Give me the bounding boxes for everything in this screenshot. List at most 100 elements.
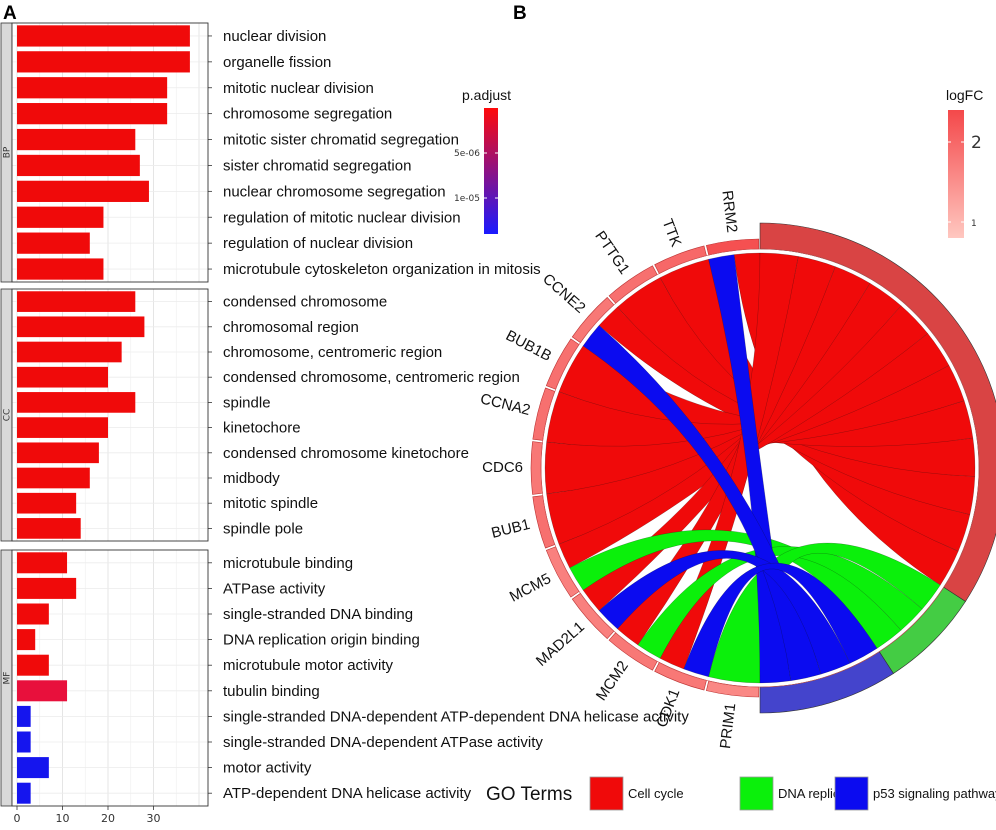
logfc-colorbar	[948, 110, 964, 238]
facet-mf-term-label: tubulin binding	[223, 683, 320, 700]
facet-cc-bar-kinetochore	[17, 417, 108, 438]
logfc-legend: logFC 21	[946, 87, 983, 238]
x-axis-tick-label: 0	[14, 812, 21, 825]
facet-mf-bar-microtubule-binding	[17, 552, 68, 574]
facet-bp-strip-label: BP	[3, 146, 13, 158]
facet-mf-bar-single-stranded-dna-dependent-atp-dependent-dna-helicase-activity	[17, 705, 31, 727]
facet-mf-bar-tubulin-binding	[17, 680, 68, 702]
gene-label-cdc6: CDC6	[482, 459, 523, 476]
panel-a-bar-chart: BP nuclear division organelle fission mitot…	[0, 22, 689, 825]
ring-inner-outline	[540, 248, 980, 688]
facet-cc-term-label: mitotic spindle	[223, 495, 318, 512]
facet-cc-term-label: condensed chromosome kinetochore	[223, 445, 469, 462]
p-adjust-tick-label: 1e-05	[454, 194, 480, 204]
panel-b-letter: B	[513, 3, 527, 24]
facet-bp-panel-border	[11, 22, 209, 283]
go-terms-legend: GO Terms Cell cycle DNA replication p53 si…	[486, 776, 996, 811]
facet-bp-bar-nuclear-chromosome-segregation	[17, 180, 149, 202]
facet-mf-bar-atp-dependent-dna-helicase-activity	[17, 782, 31, 804]
gene-label-bub1: BUB1	[490, 516, 532, 542]
facet-bp-term-label: nuclear division	[223, 28, 326, 45]
gene-label-rrm2: RRM2	[718, 189, 740, 233]
logfc-legend-title: logFC	[946, 87, 983, 103]
facet-cc-term-label: condensed chromosome, centromeric region	[223, 369, 520, 386]
gene-sector-prim1	[706, 680, 760, 698]
facet-bp-term-label: nuclear chromosome segregation	[223, 183, 446, 200]
chord-ribbons	[544, 252, 976, 684]
p-adjust-legend-title: p.adjust	[462, 87, 511, 103]
facet-mf-term-label: single-stranded DNA binding	[223, 606, 413, 623]
go-legend-swatch-p53-signaling-pathway	[834, 776, 869, 811]
p-adjust-legend: p.adjust 5e-06 1e-05	[454, 87, 511, 234]
facet-bp-term-label: microtubule cytoskeleton organization in…	[223, 261, 541, 278]
go-legend-swatch-cell-cycle	[589, 776, 624, 811]
gene-label-prim1: PRIM1	[717, 702, 739, 750]
facet-mf-term-label: microtubule binding	[223, 555, 353, 572]
gene-label-pttg1: PTTG1	[591, 228, 632, 277]
facet-mf-bar-atpase-activity	[17, 577, 77, 599]
gene-label-mad2l1: MAD2L1	[533, 618, 588, 669]
logfc-ticks: 21	[948, 133, 982, 229]
facet-cc-term-label: spindle	[223, 394, 271, 411]
facet-cc-bar-chromosome-centromeric-region	[17, 341, 122, 363]
facet-cc-term-label: kinetochore	[223, 420, 301, 437]
facet-bp-term-label: regulation of mitotic nuclear division	[223, 209, 461, 226]
facet-bp-term-label: mitotic nuclear division	[223, 80, 374, 97]
facet-cc-strip-label: CC	[3, 409, 13, 422]
facet-bp-term-label: organelle fission	[223, 54, 331, 71]
go-terms-legend-title: GO Terms	[486, 784, 572, 805]
chord-ring	[530, 222, 996, 714]
facet-cc-bar-spindle-pole	[17, 518, 81, 539]
facet-cc-bar-chromosomal-region	[17, 316, 145, 338]
facet-bp-bar-nuclear-division	[17, 25, 190, 47]
facet-mf-term-label: single-stranded DNA-dependent ATPase act…	[223, 734, 543, 751]
facet-bp-term-label: chromosome segregation	[223, 106, 392, 123]
facet-bp-bar-regulation-of-nuclear-division	[17, 232, 90, 254]
gene-label-bub1b: BUB1B	[503, 327, 554, 365]
facet-cc-term-label: chromosomal region	[223, 319, 359, 336]
facet-mf-bar-microtubule-motor-activity	[17, 654, 49, 676]
go-legend-swatch-dna-replication	[739, 776, 774, 811]
facet-bp-term-label: regulation of nuclear division	[223, 235, 413, 252]
facet-mf-panel-border	[11, 549, 209, 807]
facet-mf-bar-single-stranded-dna-dependent-atpase-activity	[17, 731, 31, 753]
facet-bp-bar-sister-chromatid-segregation	[17, 154, 140, 177]
x-axis-tick-label: 30	[147, 812, 161, 825]
facet-cc-bar-condensed-chromosome-kinetochore	[17, 442, 99, 464]
facet-cc-term-label: midbody	[223, 470, 280, 487]
facet-mf-bar-motor-activity	[17, 757, 49, 779]
facet-bp-bar-mitotic-nuclear-division	[17, 77, 168, 99]
facet-mf-strip-label: MF	[3, 672, 13, 685]
gene-sector-rrm2	[706, 238, 760, 256]
facet-cc-term-label: condensed chromosome	[223, 294, 387, 311]
facet-bp-term-label: sister chromatid segregation	[223, 157, 411, 174]
facet-bp-bar-microtubule-cytoskeleton-organization-in-mitosis	[17, 258, 104, 280]
facet-mf-term-label: DNA replication origin binding	[223, 632, 420, 649]
p-adjust-ticks: 5e-06 1e-05	[454, 149, 498, 204]
facet-mf-bar-single-stranded-dna-binding	[17, 603, 49, 625]
go-terms-legend-items: Cell cycle DNA replication p53 signaling p…	[589, 776, 996, 811]
facet-cc-bar-midbody	[17, 467, 90, 489]
go-legend-label-p53-signaling-pathway: p53 signaling pathway	[873, 786, 996, 801]
facet-mf-term-label: ATP-dependent DNA helicase activity	[223, 785, 472, 802]
facet-bp-bar-chromosome-segregation	[17, 103, 168, 125]
go-legend-label-cell-cycle: Cell cycle	[628, 786, 684, 801]
facet-mf-term-label: ATPase activity	[223, 580, 326, 597]
p-adjust-tick-label: 5e-06	[454, 149, 480, 159]
logfc-tick-label: 2	[971, 133, 982, 153]
facet-bp-term-label: mitotic sister chromatid segregation	[223, 132, 459, 149]
facet-cc-term-label: spindle pole	[223, 520, 303, 537]
gene-label-mcm2: MCM2	[593, 658, 632, 704]
x-axis-tick-label: 20	[101, 812, 115, 825]
facet-bp-bar-regulation-of-mitotic-nuclear-division	[17, 206, 104, 228]
gene-label-ccne2: CCNE2	[539, 270, 588, 316]
facet-cc-bar-mitotic-spindle	[17, 492, 77, 514]
x-axis-tick-label: 10	[56, 812, 70, 825]
gene-label-ccna2: CCNA2	[479, 390, 532, 419]
facet-bp-bar-organelle-fission	[17, 51, 190, 73]
gene-label-ttk: TTK	[658, 217, 684, 250]
facet-bp-bar-mitotic-sister-chromatid-segregation	[17, 128, 136, 151]
facet-cc-term-label: chromosome, centromeric region	[223, 344, 442, 361]
